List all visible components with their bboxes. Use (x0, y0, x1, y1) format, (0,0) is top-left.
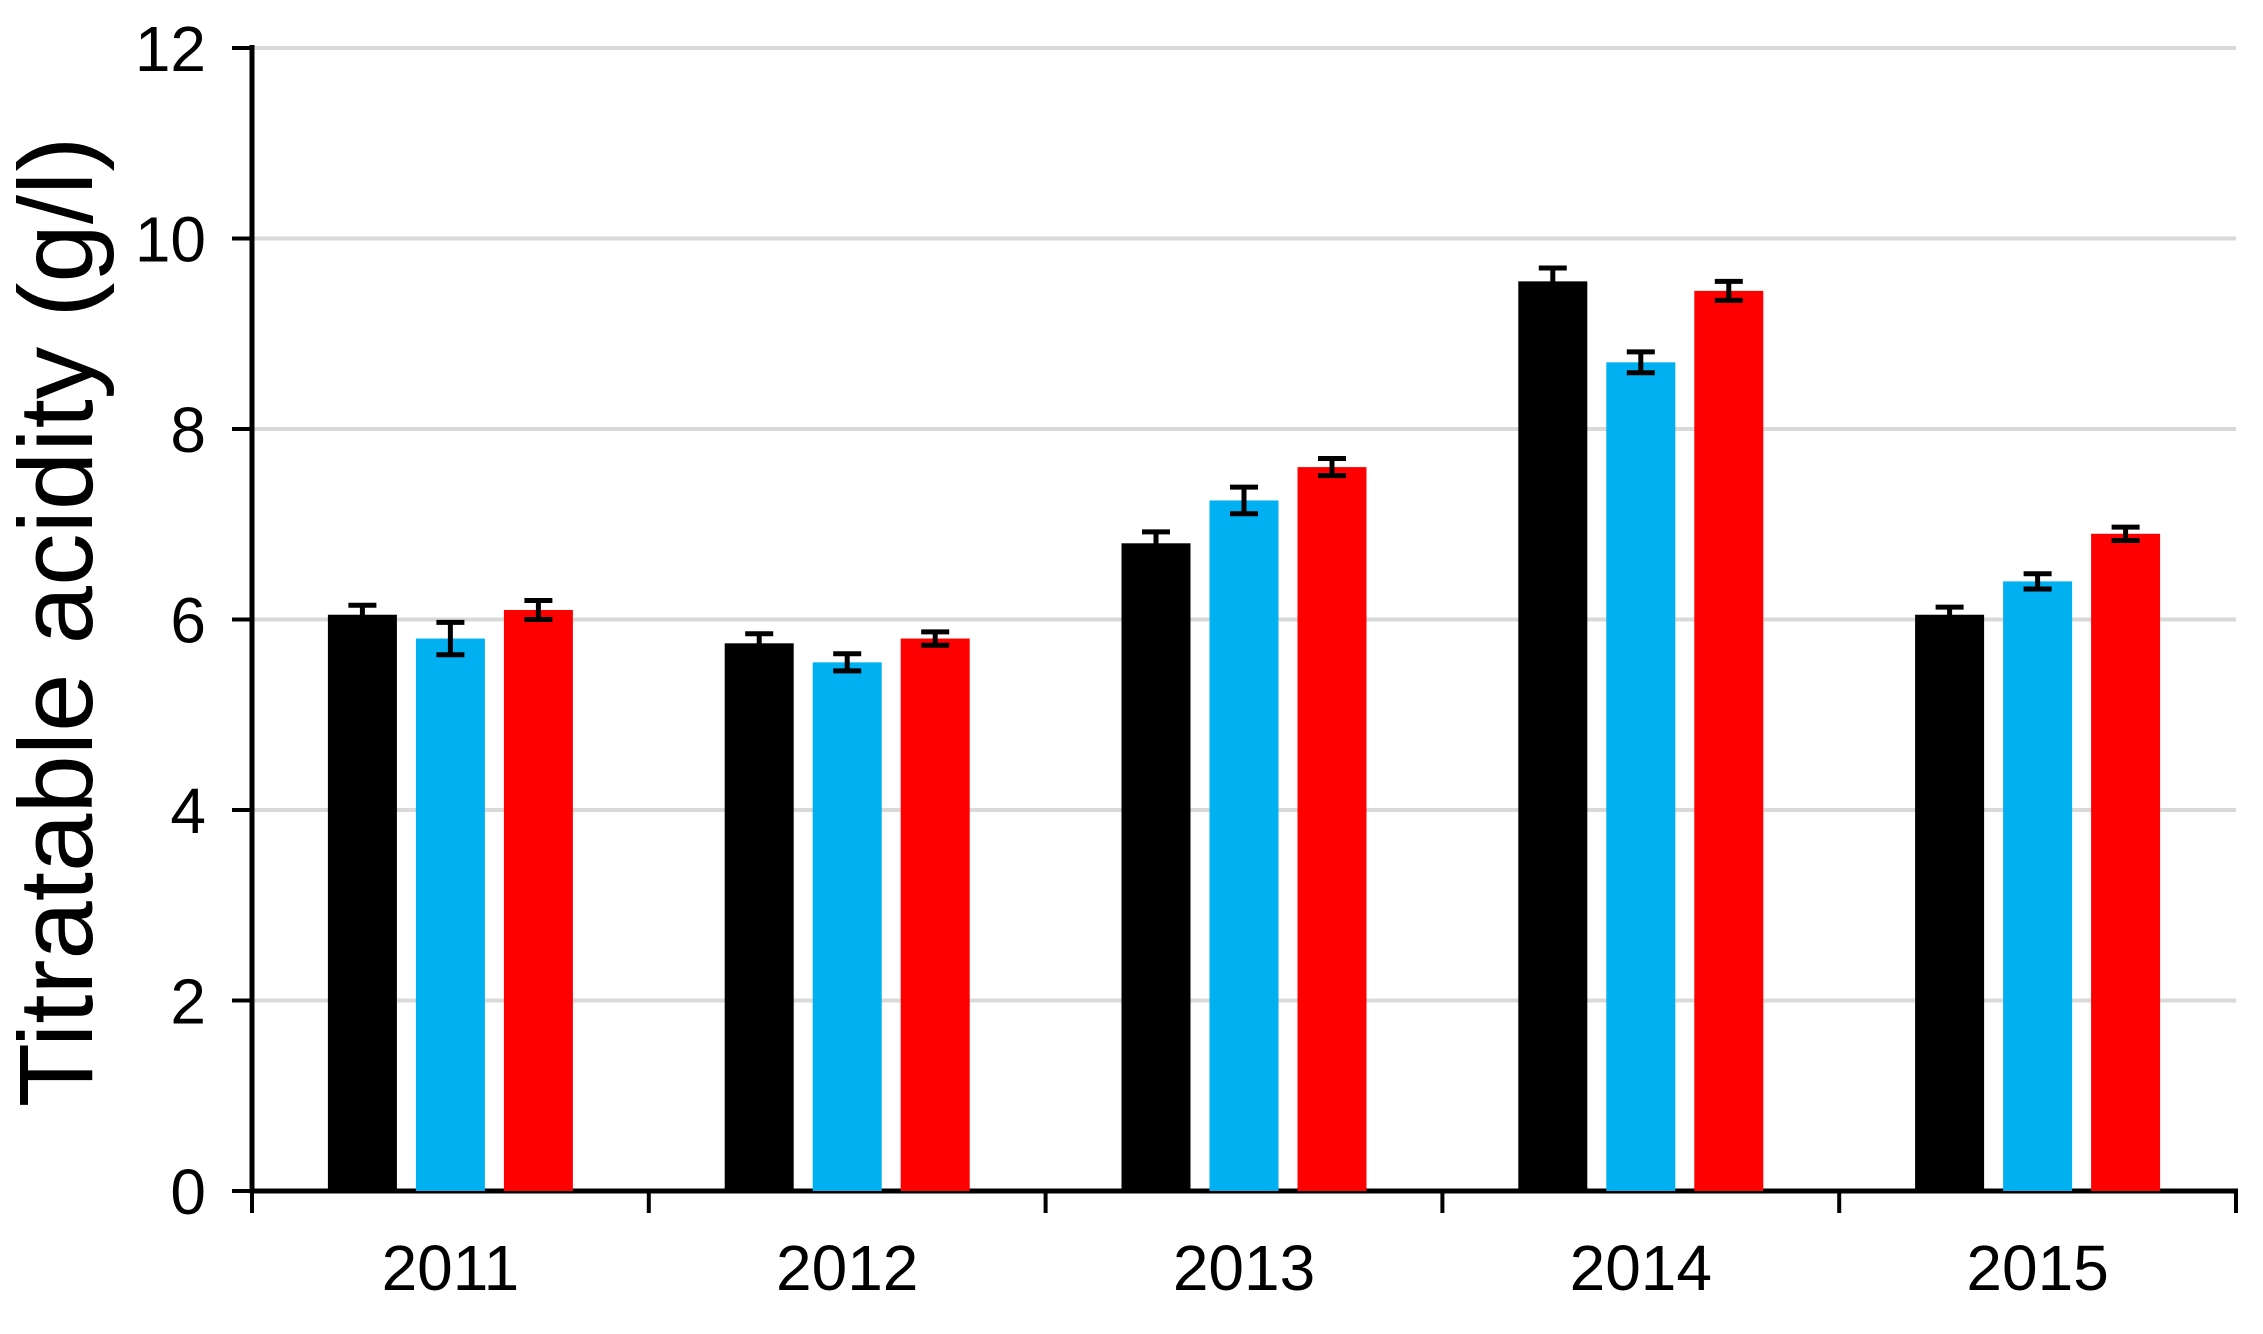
bar-black-2014 (1518, 281, 1588, 1191)
bar-blue-2015 (2003, 581, 2073, 1191)
bar-black-2011 (327, 614, 397, 1191)
x-tick-label: 2011 (382, 1232, 520, 1304)
y-tick-label: 0 (170, 1156, 206, 1228)
x-tick-label: 2012 (776, 1232, 918, 1304)
bar-red-2014 (1694, 290, 1764, 1191)
bar-red-2012 (900, 638, 970, 1191)
bar-red-2015 (2091, 533, 2161, 1191)
x-tick-label: 2015 (1966, 1232, 2108, 1304)
y-tick-label: 10 (135, 204, 206, 276)
bar-blue-2012 (812, 662, 882, 1191)
bar-blue-2011 (415, 638, 485, 1191)
error-bars-layer (348, 265, 2140, 674)
bar-black-2015 (1915, 614, 1985, 1191)
bars-layer (327, 281, 2161, 1192)
x-tick-label: 2013 (1173, 1232, 1315, 1304)
bar-red-2013 (1297, 467, 1367, 1192)
x-tick-label: 2014 (1570, 1232, 1712, 1304)
y-tick-label: 4 (170, 775, 206, 847)
bar-blue-2014 (1606, 362, 1676, 1191)
bar-red-2011 (503, 609, 573, 1191)
y-tick-label: 2 (170, 966, 206, 1038)
bar-black-2012 (724, 643, 794, 1191)
y-tick-label: 6 (170, 585, 206, 657)
y-tick-label: 8 (170, 394, 206, 466)
bar-black-2013 (1121, 543, 1191, 1191)
y-axis-title: Titratable acidity (g/l) (0, 137, 115, 1108)
bar-blue-2013 (1209, 500, 1279, 1191)
tick-labels-layer: 0 2 4 6 8 10 12 2011 2012 2013 2014 2015 (135, 13, 2109, 1304)
y-tick-label: 12 (135, 13, 206, 85)
